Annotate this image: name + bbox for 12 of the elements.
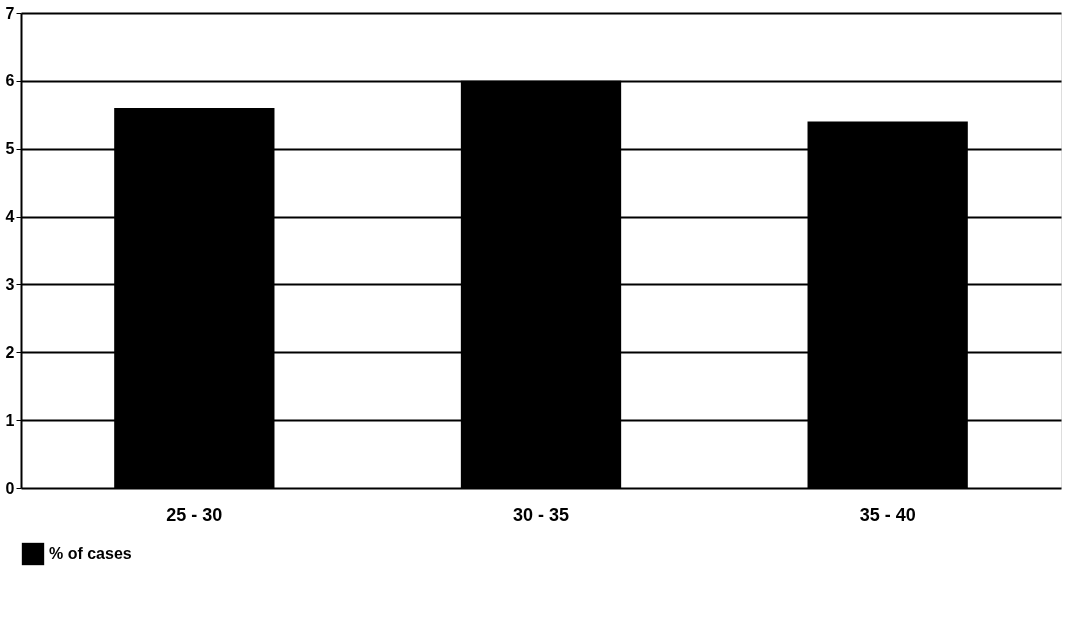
x-tick-label: 35 - 40: [859, 504, 916, 525]
y-tick-label: 3: [5, 275, 15, 293]
y-tick-label: 6: [5, 72, 15, 90]
x-tick-label: 25 - 30: [166, 504, 223, 525]
y-tick-label: 7: [5, 4, 15, 22]
legend-label: % of cases: [49, 545, 132, 562]
y-tick-label: 1: [5, 411, 15, 429]
x-tick-label: 30 - 35: [512, 504, 570, 525]
y-tick-label: 5: [5, 140, 15, 158]
y-tick-label: 2: [5, 343, 15, 361]
y-tick-label: 4: [5, 208, 15, 226]
y-tick-label: 0: [5, 479, 15, 497]
